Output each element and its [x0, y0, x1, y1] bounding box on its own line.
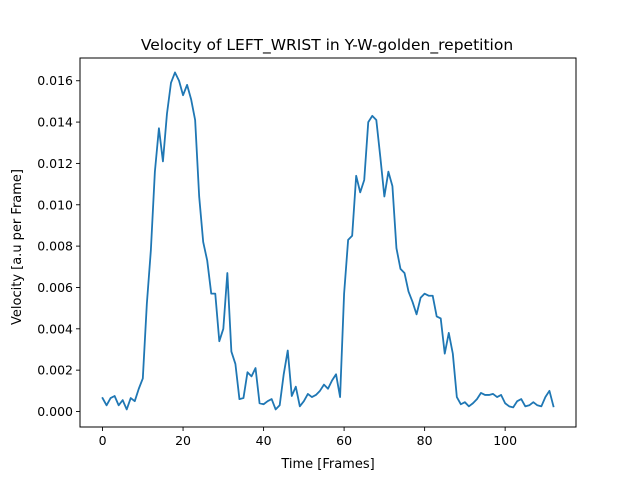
x-tick-label: 0	[99, 433, 107, 448]
y-tick-label: 0.014	[37, 115, 73, 130]
y-tick-label: 0.002	[37, 363, 73, 378]
y-tick-label: 0.000	[37, 404, 73, 419]
y-tick-label: 0.010	[37, 197, 73, 212]
x-tick-label: 20	[175, 433, 191, 448]
tick-group: 0 20 40 60 80 100 0.000 0.002 0.004 0.006 0.008 0.0…	[37, 73, 517, 448]
x-tick-label: 80	[417, 433, 433, 448]
chart-title: Velocity of LEFT_WRIST in Y-W-golden_rep…	[141, 36, 513, 55]
x-tick-label: 60	[336, 433, 352, 448]
x-axis-label: Time [Frames]	[280, 457, 374, 472]
y-tick-label: 0.004	[37, 321, 73, 336]
y-tick-label: 0.006	[37, 280, 73, 295]
y-tick-label: 0.012	[37, 156, 73, 171]
plot-frame	[79, 57, 577, 428]
x-tick-label: 40	[256, 433, 272, 448]
y-axis-label: Velocity [a.u per Frame]	[10, 169, 25, 325]
y-tick-label: 0.008	[37, 239, 73, 254]
x-tick-label: 100	[493, 433, 517, 448]
series-line	[101, 71, 555, 411]
y-tick-label: 0.016	[37, 73, 73, 88]
